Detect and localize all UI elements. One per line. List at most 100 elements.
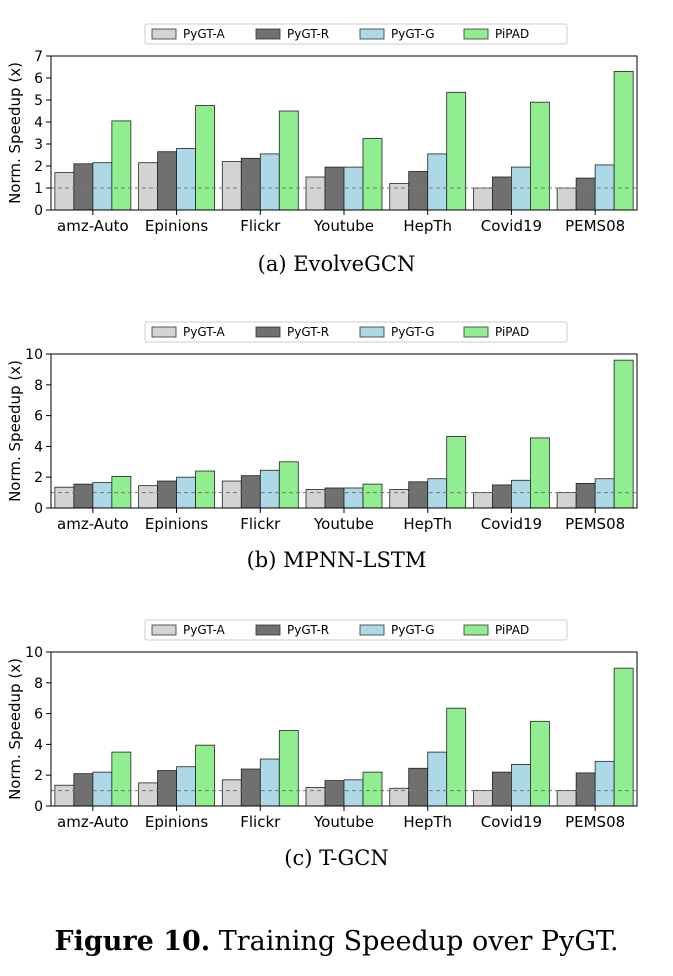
legend-label-pygt-g: PyGT-G	[391, 623, 435, 637]
legend-box	[144, 23, 568, 45]
legend: PyGT-A PyGT-R PyGT-G PiPAD	[144, 619, 568, 641]
y-tick-label: 6	[34, 409, 43, 425]
bar-pygt-g-amz-auto	[92, 162, 113, 211]
bar-pygt-g-hepth	[427, 751, 448, 807]
legend-swatch-pygt-g	[359, 624, 385, 636]
bar-pygt-a-youtube	[305, 787, 326, 807]
bar-pygt-r-pems08	[575, 177, 596, 211]
bar-pygt-g-pems08	[594, 760, 615, 807]
chart-evolvegcn: PyGT-A PyGT-R PyGT-G PiPAD 0 1 2 3 4 5 6 7 Norm. Spe…	[0, 14, 673, 238]
bar-pygt-r-flickr	[240, 157, 261, 211]
x-tick-label-epinions: Epinions	[145, 813, 209, 831]
bar-pygt-r-amz-auto	[73, 163, 94, 211]
bar-pygt-g-youtube	[343, 779, 364, 807]
x-tick-label-epinions: Epinions	[145, 515, 209, 533]
bar-pygt-a-epinions	[138, 782, 158, 807]
bar-pipad-youtube	[362, 771, 383, 807]
bar-pipad-youtube	[362, 483, 383, 509]
plot-frame	[50, 353, 638, 509]
bar-pygt-r-flickr	[240, 475, 261, 509]
bar-pygt-r-youtube	[324, 487, 345, 509]
bar-pygt-a-epinions	[138, 485, 158, 509]
bar-pipad-amz-auto	[111, 751, 132, 807]
x-tick-label-covid19: Covid19	[481, 813, 542, 831]
bar-pygt-r-epinions	[157, 151, 177, 211]
y-tick-label: 0	[34, 799, 43, 815]
chart-t-gcn: PyGT-A PyGT-R PyGT-G PiPAD 0 2 4 6 8 10 Norm. Spee…	[0, 610, 673, 834]
bar-pygt-g-epinions	[176, 766, 196, 807]
bar-pygt-g-covid19	[511, 166, 531, 211]
y-tick-label: 1	[34, 181, 43, 197]
y-tick-label: 2	[34, 470, 43, 486]
bar-pygt-g-covid19	[511, 479, 531, 509]
bar-pipad-hepth	[446, 707, 467, 807]
bar-pipad-pems08	[613, 71, 634, 211]
bar-pygt-g-epinions	[176, 147, 196, 211]
legend-label-pygt-a: PyGT-A	[183, 623, 226, 637]
bar-pygt-a-covid19	[473, 187, 493, 211]
bar-pygt-a-amz-auto	[54, 172, 75, 211]
bar-pipad-flickr	[278, 110, 299, 211]
bar-pygt-a-youtube	[305, 489, 326, 509]
bar-pygt-r-pems08	[575, 772, 596, 807]
y-tick-label: 10	[25, 645, 43, 661]
bar-pygt-a-flickr	[221, 161, 242, 211]
y-axis-label: Norm. Speedup (x)	[6, 360, 24, 502]
y-tick-label: 6	[34, 71, 43, 87]
y-axis-label: Norm. Speedup (x)	[6, 658, 24, 800]
bar-pygt-g-amz-auto	[92, 771, 113, 807]
bar-pygt-r-covid19	[492, 484, 512, 509]
y-tick-label: 7	[34, 49, 43, 65]
legend-label-pipad: PiPAD	[495, 623, 529, 637]
x-tick-label-amz-auto: amz-Auto	[57, 515, 129, 533]
x-tick-label-flickr: Flickr	[240, 813, 281, 831]
legend-swatch-pipad	[463, 28, 489, 40]
legend-swatch-pygt-r	[255, 326, 281, 338]
bar-pipad-epinions	[195, 470, 215, 509]
bar-pygt-g-amz-auto	[92, 482, 113, 509]
bar-pipad-epinions	[195, 744, 215, 807]
bar-pygt-g-youtube	[343, 487, 364, 509]
bar-pygt-a-amz-auto	[54, 486, 75, 509]
chart-mpnn-lstm: PyGT-A PyGT-R PyGT-G PiPAD 0 2 4 6 8 10 Norm. Spee…	[0, 312, 673, 536]
x-tick-label-youtube: Youtube	[313, 217, 374, 235]
y-tick-label: 0	[34, 501, 43, 517]
y-tick-label: 8	[34, 676, 43, 692]
y-axis-label: Norm. Speedup (x)	[6, 62, 24, 204]
bar-pygt-a-youtube	[305, 176, 326, 211]
x-tick-label-covid19: Covid19	[481, 217, 542, 235]
x-tick-label-youtube: Youtube	[313, 813, 374, 831]
bar-pygt-r-epinions	[157, 480, 177, 509]
bar-pygt-g-hepth	[427, 153, 448, 211]
x-tick-label-pems08: PEMS08	[565, 515, 625, 533]
x-tick-label-pems08: PEMS08	[565, 813, 625, 831]
bar-pygt-g-flickr	[259, 758, 280, 807]
bar-pygt-a-epinions	[138, 162, 158, 211]
legend-box	[144, 619, 568, 641]
bar-pygt-r-hepth	[408, 481, 429, 509]
bar-pipad-covid19	[530, 437, 550, 509]
bar-pygt-a-pems08	[556, 790, 577, 807]
x-tick-label-youtube: Youtube	[313, 515, 374, 533]
legend-swatch-pipad	[463, 326, 489, 338]
legend-swatch-pygt-g	[359, 28, 385, 40]
bar-pipad-youtube	[362, 138, 383, 211]
legend-swatch-pygt-a	[151, 624, 177, 636]
bar-pipad-flickr	[278, 461, 299, 509]
bar-pygt-r-hepth	[408, 171, 429, 211]
legend-label-pygt-g: PyGT-G	[391, 325, 435, 339]
bar-pygt-g-hepth	[427, 478, 448, 509]
x-tick-label-pems08: PEMS08	[565, 217, 625, 235]
x-tick-label-flickr: Flickr	[240, 217, 281, 235]
y-tick-label: 2	[34, 159, 43, 175]
figure-caption-text: Training Speedup over PyGT.	[210, 926, 619, 957]
bar-pipad-pems08	[613, 359, 634, 509]
bar-pipad-pems08	[613, 667, 634, 807]
figure-caption: Figure 10. Training Speedup over PyGT.	[0, 926, 673, 957]
bar-pygt-a-amz-auto	[54, 784, 75, 807]
bar-pygt-g-flickr	[259, 153, 280, 211]
legend-label-pygt-r: PyGT-R	[287, 623, 329, 637]
legend: PyGT-A PyGT-R PyGT-G PiPAD	[144, 321, 568, 343]
legend-label-pygt-r: PyGT-R	[287, 27, 329, 41]
